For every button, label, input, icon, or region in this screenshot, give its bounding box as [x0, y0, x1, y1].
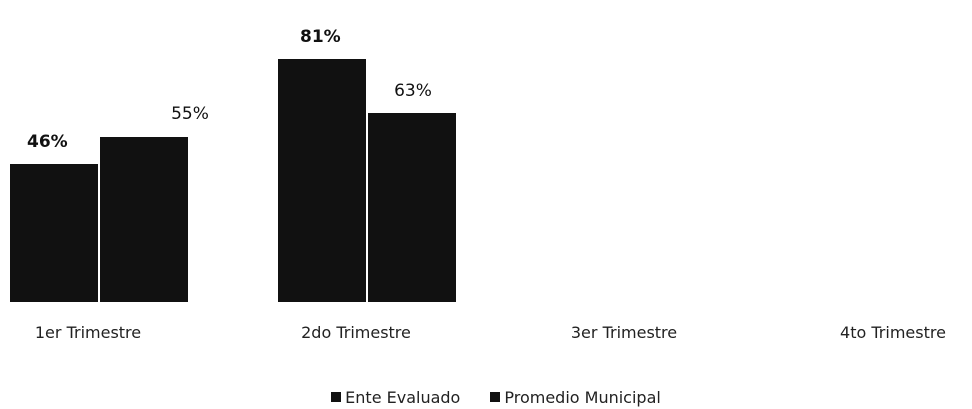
- data-label-promedio-municipal-1er-trimestre: 55%: [171, 104, 209, 124]
- data-label-promedio-municipal-2do-trimestre: 63%: [394, 81, 432, 101]
- legend-swatch-promedio-municipal: [490, 392, 501, 402]
- legend-swatch-ente-evaluado: [331, 392, 342, 402]
- legend-item-ente-evaluado: Ente Evaluado: [331, 386, 460, 408]
- data-label-ente-evaluado-1er-trimestre: 46%: [27, 132, 68, 152]
- category-label-3er-trimestre: 3er Trimestre: [571, 323, 677, 342]
- legend: Ente Evaluado Promedio Municipal: [0, 386, 972, 408]
- category-label-2do-trimestre: 2do Trimestre: [301, 323, 411, 342]
- category-label-4to-trimestre: 4to Trimestre: [840, 323, 946, 342]
- bar-chart: 46% 55% 1er Trimestre 81% 63% 2do Trimestre 3e…: [10, 27, 946, 342]
- bar-promedio-municipal-2do-trimestre: [368, 113, 456, 302]
- bar-promedio-municipal-1er-trimestre: [100, 137, 188, 302]
- category-label-1er-trimestre: 1er Trimestre: [35, 323, 141, 342]
- data-label-ente-evaluado-2do-trimestre: 81%: [300, 27, 341, 47]
- bar-ente-evaluado-2do-trimestre: [278, 59, 366, 302]
- legend-label-promedio-municipal: Promedio Municipal: [504, 387, 661, 407]
- legend-label-ente-evaluado: Ente Evaluado: [345, 387, 461, 407]
- bar-ente-evaluado-1er-trimestre: [10, 164, 98, 302]
- legend-item-promedio-municipal: Promedio Municipal: [490, 386, 661, 408]
